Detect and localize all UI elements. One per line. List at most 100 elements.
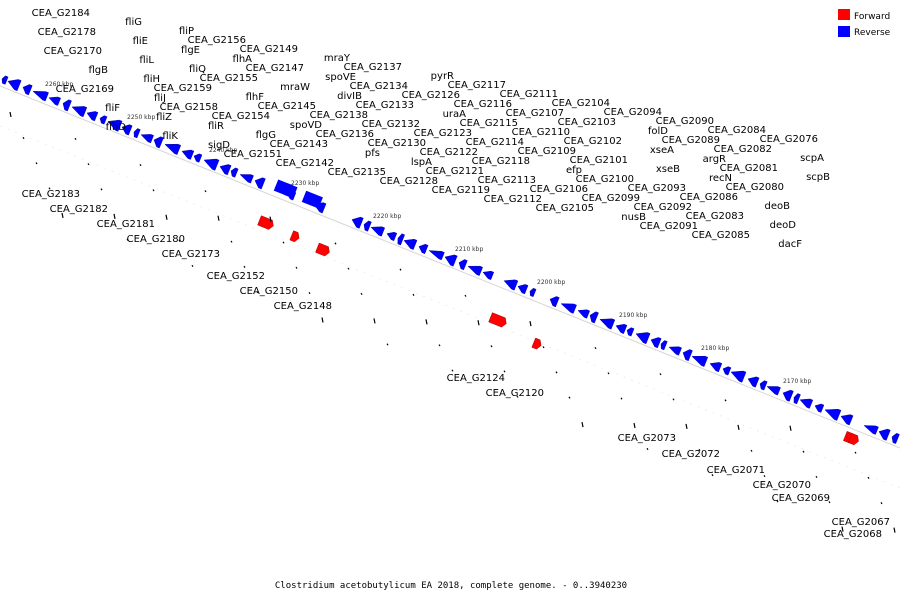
reverse-gene-arrow (747, 376, 760, 388)
reverse-gene-arrow (181, 149, 195, 160)
gene-labels: CEA_G2184 CEA_G2178 CEA_G2170 flgB CEA_G2169… (22, 8, 890, 540)
gene-label: CEA_G2089 (662, 135, 720, 146)
frame-marker (789, 425, 792, 431)
gene-label: CEA_G2067 (832, 517, 890, 528)
gene-label: deoD (770, 220, 797, 231)
scale-tick-label: 2250 kbp (127, 114, 155, 121)
frame-marker (269, 216, 272, 222)
frame-marker (295, 266, 298, 269)
gene-label: CEA_G2135 (328, 167, 386, 178)
reverse-gene-arrow (650, 337, 662, 349)
scale-tick-label: 2210 kbp (455, 246, 483, 253)
reverse-gene-shape (840, 414, 854, 426)
gene-label: CEA_G2118 (472, 156, 530, 167)
gene-label: CEA_G2159 (154, 83, 212, 94)
reverse-gene-arrow (62, 99, 72, 112)
reverse-gene-arrow (386, 231, 398, 241)
frame-marker (321, 317, 324, 323)
frame-marker (48, 187, 51, 190)
frame-marker (334, 242, 337, 245)
gene-label: CEA_G2076 (760, 134, 818, 145)
reverse-gene-arrow (635, 332, 651, 345)
reverse-gene-shape (660, 340, 668, 351)
frame-marker (178, 239, 181, 242)
reverse-gene-shape (86, 111, 99, 122)
reverse-gene-arrow (503, 279, 519, 291)
track-guide (0, 125, 900, 489)
gene-label: xseA (650, 145, 674, 156)
gene-label: fliG (125, 17, 142, 28)
reverse-gene-shape (1, 75, 9, 85)
reverse-gene-shape (62, 99, 72, 112)
gene-label: CEA_G2155 (200, 73, 258, 84)
frame-marker (698, 448, 701, 451)
reverse-gene-arrow (863, 425, 879, 435)
gene-label: CEA_G2169 (56, 84, 114, 95)
reverse-gene-shape (549, 296, 560, 308)
gene-label: CEA_G2156 (188, 35, 246, 46)
reverse-gene-shape (351, 216, 364, 229)
gene-label: CEA_G2105 (536, 203, 594, 214)
gene-label: flgB (88, 65, 108, 76)
frame-marker (256, 291, 259, 294)
gene-label: CEA_G2132 (362, 119, 420, 130)
frame-marker (529, 321, 532, 327)
reverse-gene-shape (482, 270, 495, 280)
gene-label: CEA_G2083 (686, 211, 744, 222)
gene-label: CEA_G2115 (460, 118, 518, 129)
frame-marker (425, 319, 428, 325)
gene-label: recN (709, 173, 732, 184)
reverse-gene-shape (370, 226, 386, 237)
reverse-gene-arrow (722, 366, 732, 376)
gene-label: CEA_G2111 (500, 89, 558, 100)
track-baseline (0, 85, 900, 449)
frame-marker (139, 163, 142, 167)
frame-marker (386, 343, 389, 346)
gene-label: CEA_G2110 (512, 127, 570, 138)
frame-marker (438, 344, 441, 347)
frame-marker (243, 265, 246, 268)
reverse-gene-arrow (577, 309, 590, 319)
frame-marker (165, 214, 168, 220)
gene-label: CEA_G2071 (707, 465, 765, 476)
reverse-gene-shape (444, 254, 458, 267)
forward-gene-shape (848, 433, 859, 446)
reverse-gene-arrow (1, 75, 9, 85)
gene-label: fliE (133, 36, 148, 47)
reverse-gene-arrow (351, 216, 364, 229)
legend-reverse-swatch (838, 26, 850, 37)
reverse-gene-arrow (32, 91, 49, 102)
reverse-gene-block (301, 190, 323, 209)
reverse-gene-arrow (782, 389, 794, 402)
reverse-gene-shape (22, 84, 33, 96)
gene-label: CEA_G2137 (344, 62, 402, 73)
reverse-gene-block-shape (301, 190, 323, 209)
frame-marker (594, 346, 597, 350)
gene-label: CEA_G2123 (414, 128, 472, 139)
gene-label: CEA_G2070 (753, 480, 811, 491)
frame-marker (22, 136, 25, 140)
gene-label: CEA_G2158 (160, 102, 218, 113)
gene-label: CEA_G2091 (640, 221, 698, 232)
reverse-gene-shape (254, 177, 266, 190)
scale-tick-label: 2230 kbp (291, 180, 319, 187)
reverse-gene-shape (635, 332, 651, 345)
gene-label: folD (648, 126, 668, 137)
reverse-gene-arrow (48, 96, 61, 106)
scale-tick-label: 2200 kbp (537, 279, 565, 286)
reverse-gene-arrow (164, 144, 182, 155)
gene-label: fliF (105, 103, 120, 114)
reverse-gene-shape (668, 346, 682, 356)
gene-label: efp (566, 165, 582, 176)
frame-marker (893, 527, 896, 533)
reverse-gene-arrow (418, 244, 429, 254)
reverse-gene-shape (140, 134, 154, 144)
reverse-gene-arrow (363, 220, 372, 232)
gene-label: CEA_G2173 (162, 249, 220, 260)
gene-label: CEA_G2100 (576, 174, 634, 185)
reverse-gene-arrow (799, 398, 814, 409)
gene-label: CEA_G2073 (618, 433, 676, 444)
frame-marker (360, 292, 363, 296)
gene-label: CEA_G2145 (258, 101, 316, 112)
reverse-gene-shape (181, 149, 195, 160)
